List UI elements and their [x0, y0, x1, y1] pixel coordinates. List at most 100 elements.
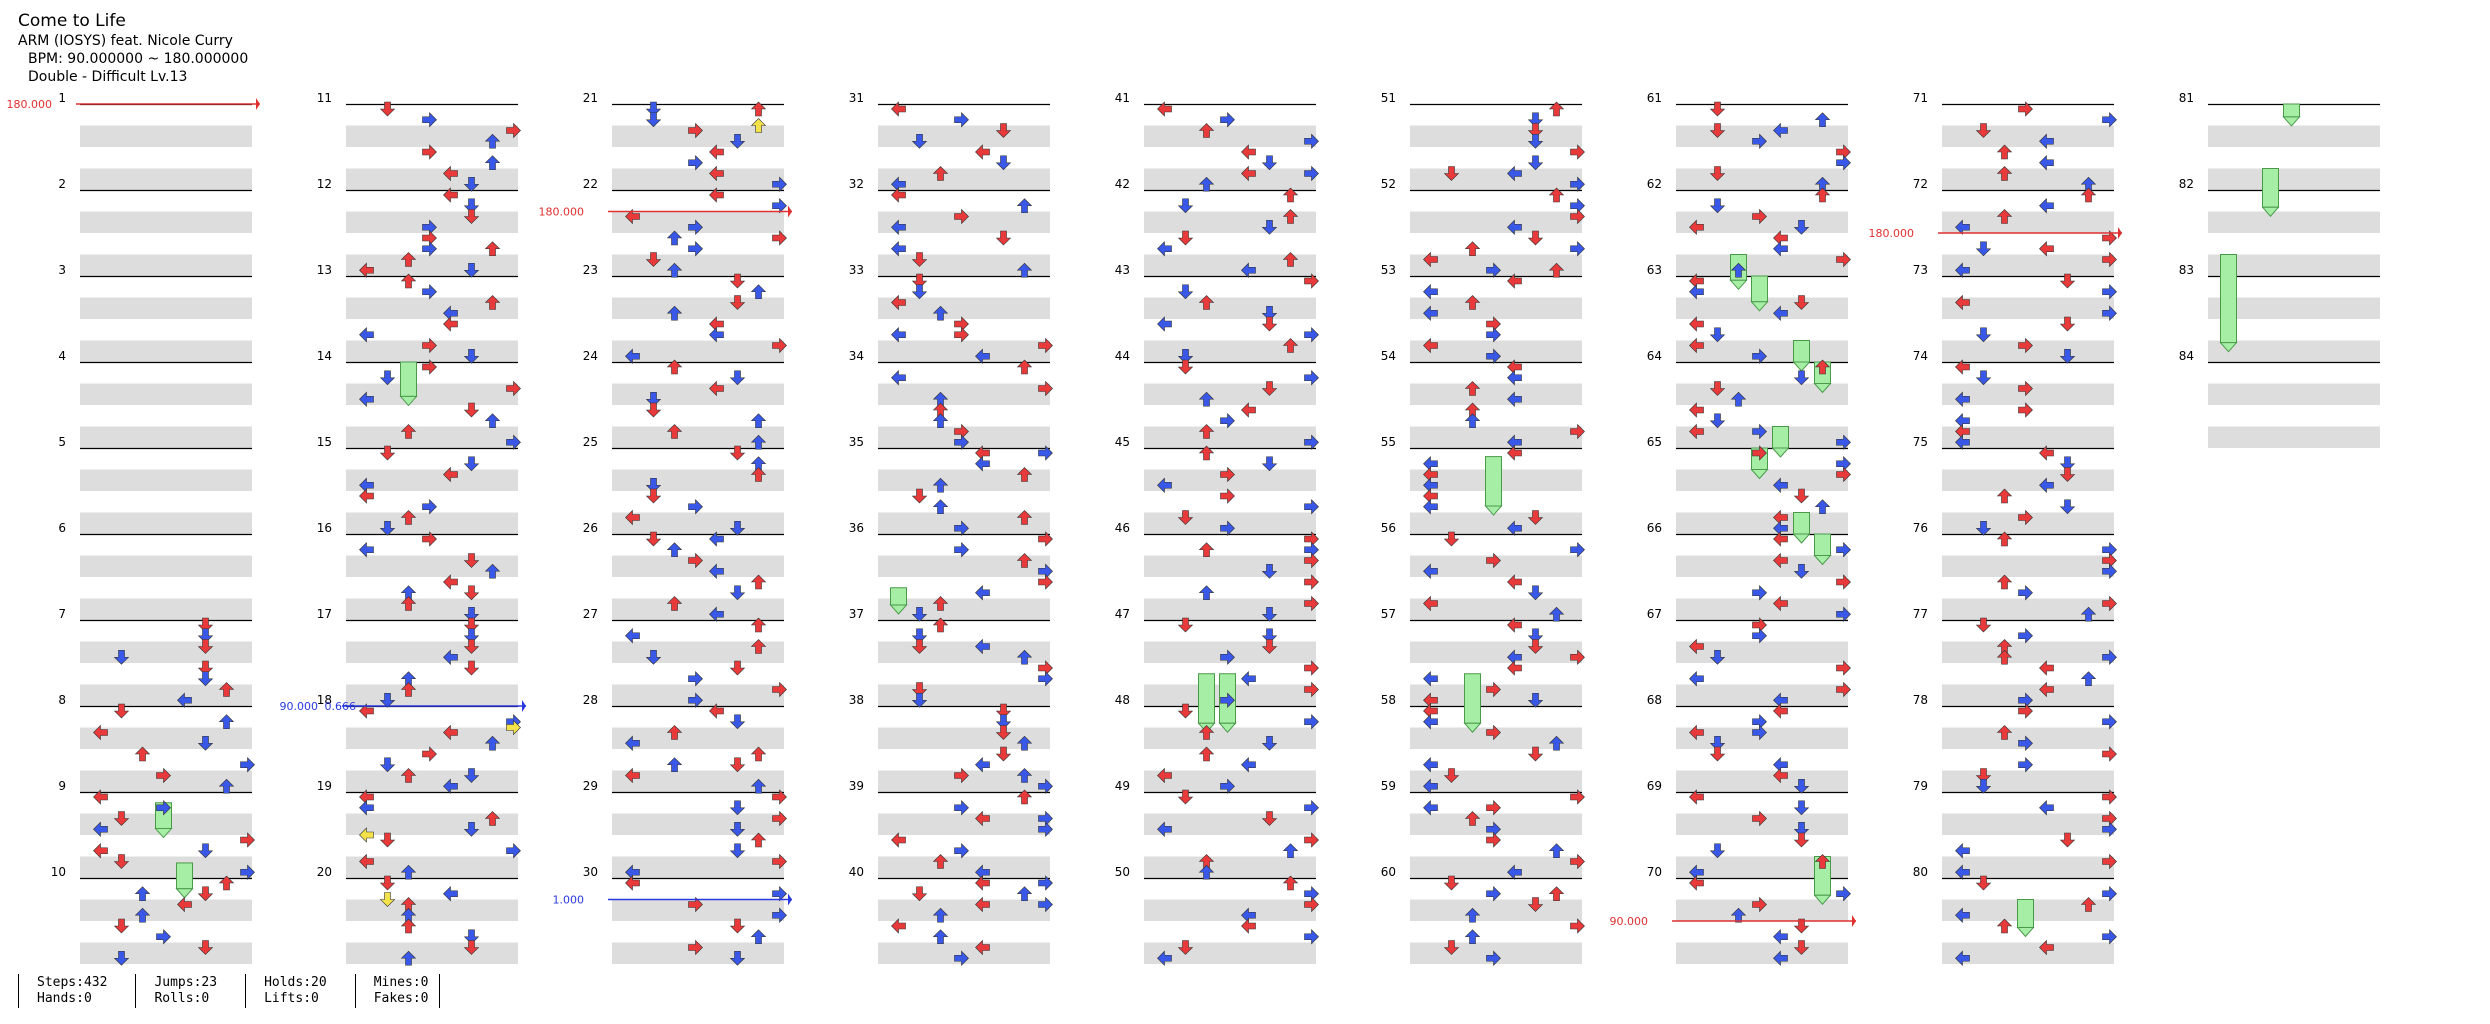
note-arrow: [750, 746, 767, 762]
note-arrow: [709, 531, 724, 547]
measure-number: 6: [58, 521, 66, 535]
bpm-marker-tip: [522, 700, 526, 712]
note-arrow: [625, 767, 640, 784]
note-arrow: [932, 854, 949, 869]
note-arrow: [1198, 725, 1215, 740]
measure-number: 30: [583, 865, 598, 879]
measure-number: 39: [849, 779, 864, 793]
hold-tail: [1729, 279, 1748, 291]
note-arrow: [1527, 692, 1544, 708]
note-arrow: [954, 327, 969, 343]
note-arrow: [1975, 370, 1992, 386]
hold-tail: [889, 604, 908, 615]
note-arrow: [2102, 821, 2117, 837]
beat-stripe: [878, 770, 1050, 792]
beat-stripe: [878, 125, 1050, 147]
note-arrow: [1443, 940, 1460, 955]
note-arrow: [1261, 563, 1278, 579]
note-arrow: [645, 649, 662, 665]
measure-23: 23: [583, 263, 784, 362]
note-arrow: [932, 305, 949, 321]
note-arrow: [1814, 187, 1831, 203]
note-arrow: [729, 585, 746, 601]
note-arrow: [379, 757, 396, 773]
note-arrow: [1038, 380, 1053, 397]
note-arrow: [1955, 262, 1970, 278]
note-arrow: [1464, 907, 1481, 923]
note-arrow: [1570, 208, 1585, 225]
measure-14: 14: [317, 349, 518, 448]
note-arrow: [1996, 918, 2013, 934]
note-arrow: [772, 337, 787, 354]
measure-number: 52: [1381, 177, 1396, 191]
note-arrow: [506, 434, 521, 450]
note-arrow: [240, 832, 255, 848]
measure-67: 67: [1647, 607, 1848, 706]
note-arrow: [1423, 800, 1438, 816]
measure-5: 5: [58, 435, 252, 534]
note-arrow: [666, 725, 683, 740]
note-arrow: [750, 832, 767, 848]
note-arrow: [666, 424, 683, 439]
note-arrow: [400, 510, 417, 525]
measure-52: 52: [1381, 177, 1582, 276]
note-arrow: [93, 724, 108, 741]
measure-30: 30: [583, 865, 784, 964]
note-arrow: [1836, 681, 1851, 698]
note-arrow: [1570, 241, 1585, 257]
beat-stripe: [80, 254, 252, 276]
beat-stripe: [1410, 297, 1582, 319]
beat-stripe: [612, 555, 784, 577]
measure-25: 25: [583, 435, 784, 534]
note-arrow: [688, 499, 703, 515]
note-arrow: [1793, 295, 1810, 310]
stat-holds: Holds:20: [264, 975, 327, 990]
beat-stripe: [2208, 168, 2380, 190]
note-arrow: [1304, 595, 1319, 612]
note-arrow: [688, 692, 703, 708]
note-arrow: [1464, 413, 1481, 429]
note-arrow: [1220, 466, 1235, 483]
note-arrow: [1177, 617, 1194, 633]
bpm-label: 180.000: [1869, 227, 1915, 240]
note-arrow: [1836, 251, 1851, 268]
note-arrow: [197, 735, 214, 751]
note-arrow: [134, 746, 151, 762]
measure-83: 83: [2179, 263, 2380, 362]
stat-fakes: Fakes:0: [373, 991, 429, 1006]
measure-number: 66: [1647, 521, 1662, 535]
beat-stripe: [1410, 125, 1582, 147]
measure-number: 41: [1115, 91, 1130, 105]
note-arrow: [240, 757, 255, 773]
note-arrow: [1709, 735, 1726, 751]
beat-stripe: [2208, 383, 2380, 405]
measure-number: 43: [1115, 263, 1130, 277]
note-arrow: [2080, 897, 2097, 912]
note-arrow: [1975, 123, 1992, 138]
beat-stripe: [346, 297, 518, 319]
measure-number: 17: [317, 607, 332, 621]
note-arrow: [995, 230, 1012, 246]
measure-1: 1: [58, 91, 252, 190]
measure-number: 16: [317, 521, 332, 535]
bpm-marker: 180.000: [1869, 227, 2122, 240]
measure-number: 1: [58, 91, 66, 105]
measure-number: 18: [317, 693, 332, 707]
beat-stripe: [80, 469, 252, 491]
note-arrow: [2102, 714, 2117, 730]
note-arrow: [975, 348, 990, 364]
note-arrow: [1570, 176, 1585, 192]
note-arrow: [1793, 219, 1810, 235]
measure-61: 61: [1647, 91, 1848, 190]
beat-stripe: [1410, 512, 1582, 534]
note-arrow: [463, 176, 480, 192]
note-arrow: [2080, 187, 2097, 203]
note-arrow: [443, 466, 458, 483]
beat-stripe: [80, 383, 252, 405]
beat-stripe: [1144, 125, 1316, 147]
beat-stripe: [612, 297, 784, 319]
note-arrow: [379, 370, 396, 386]
measure-number: 70: [1647, 865, 1662, 879]
note-arrow: [666, 262, 683, 278]
measure-77: 77: [1913, 607, 2114, 706]
